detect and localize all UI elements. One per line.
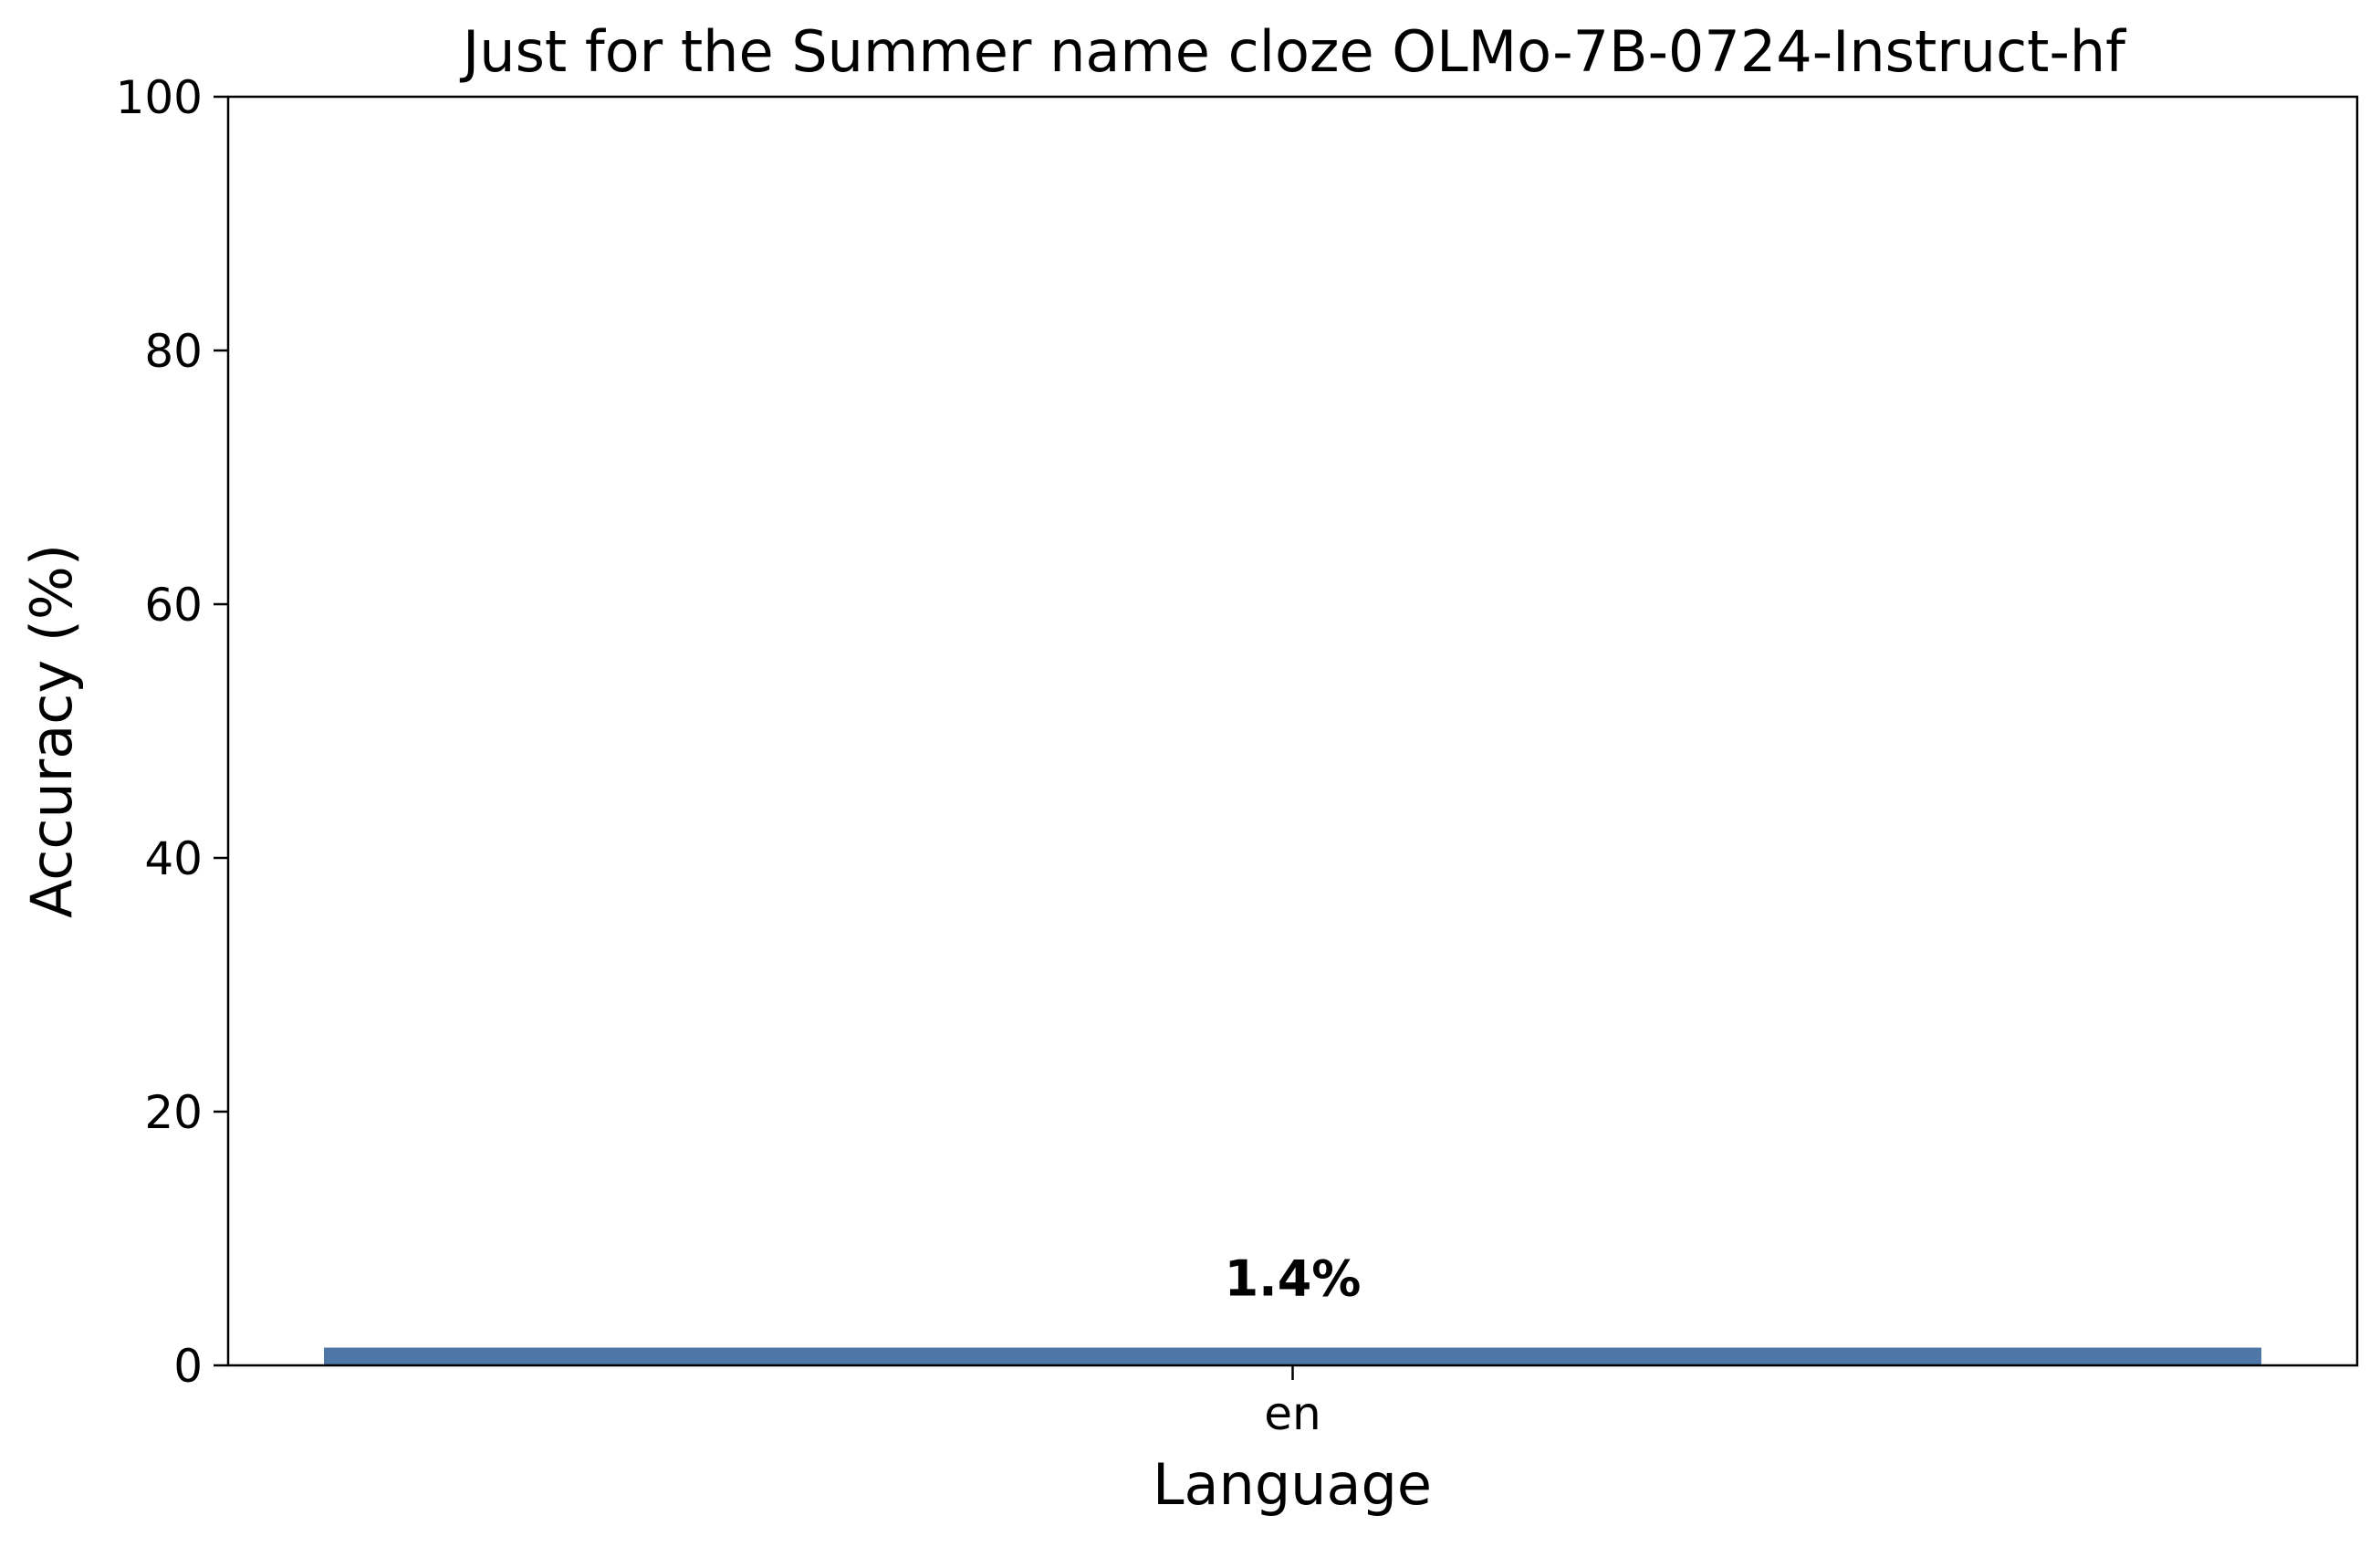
- y-tick-label: 0: [173, 1340, 203, 1393]
- y-axis: 0 20 40 60 80 100: [116, 71, 228, 1393]
- bar: [323, 1347, 2262, 1365]
- bars-layer: [323, 1347, 2262, 1365]
- y-tick-label: 80: [144, 325, 203, 378]
- y-tick-label: 100: [116, 71, 203, 124]
- y-tick-label: 60: [144, 579, 203, 632]
- data-labels-layer: 1.4%: [1225, 1250, 1362, 1308]
- x-tick-label: en: [1264, 1387, 1320, 1440]
- y-tick-label: 20: [144, 1086, 203, 1139]
- y-tick-label: 40: [144, 832, 203, 885]
- y-axis-label: Accuracy (%): [18, 544, 85, 918]
- bar-value-label: 1.4%: [1225, 1250, 1362, 1308]
- x-axis-label: Language: [1153, 1451, 1432, 1518]
- x-axis: en: [1264, 1365, 1321, 1440]
- chart-title: Just for the Summer name cloze OLMo-7B-0…: [459, 18, 2127, 85]
